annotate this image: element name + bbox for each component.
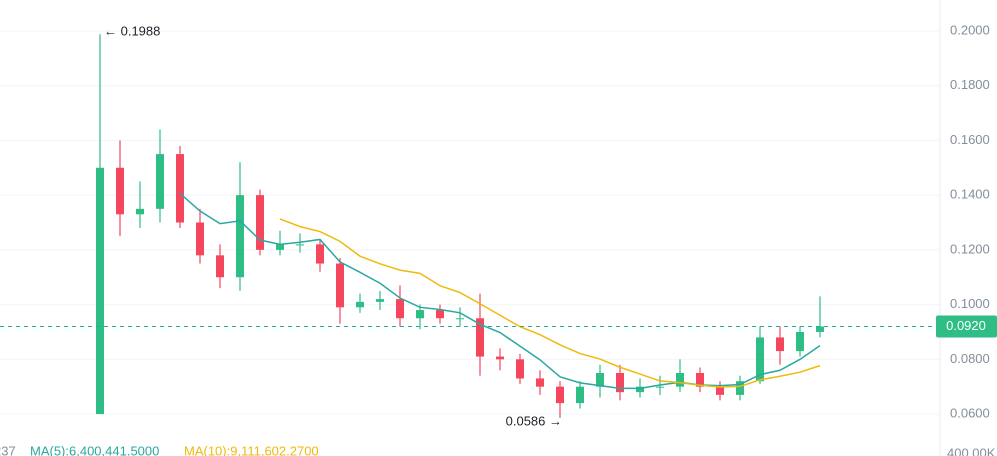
- candle-body: [336, 263, 344, 308]
- candle-body: [636, 386, 644, 393]
- ma-line: [279, 218, 821, 388]
- candle-body: [216, 255, 224, 278]
- candle-body: [296, 244, 304, 246]
- candle-body: [616, 372, 624, 393]
- candle-body: [136, 208, 144, 215]
- candle-body: [376, 299, 384, 302]
- candle-body: [476, 318, 484, 357]
- y-tick-label: 0.1600: [950, 132, 990, 147]
- volume-ma10: MA(10):9,111,602.2700: [184, 443, 319, 456]
- candle-body: [96, 167, 104, 415]
- candle-body: [536, 378, 544, 387]
- candle-body: [396, 299, 404, 319]
- candle-body: [516, 359, 524, 379]
- candle-body: [436, 310, 444, 319]
- candle-body: [416, 310, 424, 319]
- candle-body: [676, 372, 684, 387]
- y-tick-label: 0.1000: [950, 296, 990, 311]
- last-price-box: [936, 315, 997, 338]
- candle-body: [456, 318, 464, 320]
- candle-body: [576, 386, 584, 404]
- volume-prefix: 237: [0, 443, 16, 456]
- candle-body: [656, 386, 664, 388]
- candle-body: [156, 154, 164, 209]
- candle-body: [596, 372, 604, 387]
- y-tick-label: 0.1800: [950, 77, 990, 92]
- candle-body: [176, 154, 184, 223]
- y-tick-label: 0.0600: [950, 405, 990, 420]
- ma-line: [179, 192, 821, 390]
- candle-body: [256, 195, 264, 250]
- y-tick-label: 0.1400: [950, 187, 990, 202]
- min-marker: 0.0586 →: [506, 413, 562, 428]
- candle-body: [716, 386, 724, 395]
- candle-body: [316, 244, 324, 264]
- candle-body: [236, 195, 244, 278]
- candle-body: [776, 337, 784, 352]
- y-tick-label: 0.2000: [950, 22, 990, 37]
- candle-body: [556, 386, 564, 404]
- candle-body: [736, 381, 744, 395]
- candle-body: [796, 331, 804, 352]
- volume-axis-label: 400.00K: [947, 445, 996, 456]
- candle-body: [276, 244, 284, 250]
- last-price-label: 0.0920: [946, 318, 986, 333]
- volume-ma5: MA(5):6,400,441.5000: [30, 443, 159, 456]
- candle-body: [696, 372, 704, 387]
- candle-body: [756, 337, 764, 382]
- y-tick-label: 0.1200: [950, 241, 990, 256]
- max-marker: ← 0.1988: [104, 24, 160, 39]
- y-tick-label: 0.0800: [950, 351, 990, 366]
- candle-body: [356, 301, 364, 308]
- candle-body: [496, 356, 504, 360]
- candle-body: [196, 222, 204, 256]
- candle-body: [116, 167, 124, 215]
- candle-body: [816, 326, 824, 332]
